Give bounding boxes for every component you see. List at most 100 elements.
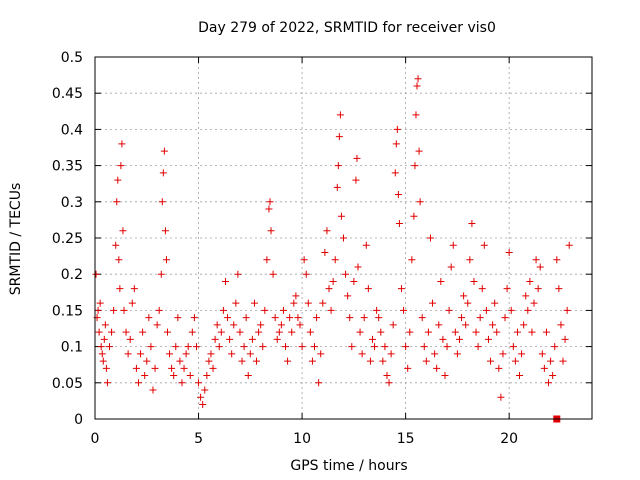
data-point — [449, 241, 457, 249]
data-point — [246, 350, 254, 358]
data-point — [557, 321, 565, 329]
data-point — [331, 256, 339, 264]
data-point — [184, 343, 192, 351]
data-point — [426, 234, 434, 242]
x-axis-label: GPS time / hours — [290, 458, 407, 474]
data-point — [248, 335, 256, 343]
data-point — [279, 306, 287, 314]
data-point — [255, 328, 263, 336]
data-point — [277, 321, 285, 329]
data-point — [468, 220, 476, 228]
data-point — [487, 357, 495, 365]
data-point — [141, 372, 149, 380]
data-point — [497, 393, 505, 401]
data-point — [408, 256, 416, 264]
data-point — [491, 299, 499, 307]
data-point — [130, 285, 138, 293]
data-point — [250, 299, 258, 307]
data-point — [373, 306, 381, 314]
data-point — [261, 306, 269, 314]
data-point — [168, 364, 176, 372]
data-point — [429, 299, 437, 307]
data-point — [453, 350, 461, 358]
data-point — [221, 277, 229, 285]
data-point — [342, 270, 350, 278]
data-point — [242, 314, 250, 322]
data-point — [377, 328, 385, 336]
data-point — [267, 227, 275, 235]
data-point — [266, 198, 274, 206]
data-point — [300, 256, 308, 264]
data-point — [321, 248, 329, 256]
data-point — [94, 306, 102, 314]
y-tick-label: 0.45 — [52, 86, 83, 102]
data-point — [344, 292, 352, 300]
data-point — [503, 285, 511, 293]
data-point — [482, 306, 490, 314]
data-point — [137, 350, 145, 358]
y-tick-label: 0.5 — [61, 50, 83, 66]
data-point — [155, 306, 163, 314]
data-point — [207, 350, 215, 358]
data-point — [460, 292, 468, 300]
data-point — [178, 379, 186, 387]
data-point — [306, 328, 314, 336]
data-point — [98, 350, 106, 358]
data-point — [143, 357, 151, 365]
data-point — [507, 306, 515, 314]
data-point — [458, 314, 466, 322]
data-point — [538, 350, 546, 358]
data-point — [418, 314, 426, 322]
data-point — [561, 335, 569, 343]
data-point — [110, 306, 118, 314]
data-point — [195, 379, 203, 387]
data-point — [232, 299, 240, 307]
y-tick-label: 0.3 — [61, 195, 83, 211]
data-point — [337, 212, 345, 220]
data-point — [358, 350, 366, 358]
data-point — [415, 147, 423, 155]
data-point — [333, 183, 341, 191]
data-point — [286, 314, 294, 322]
data-point — [182, 350, 190, 358]
data-point — [313, 314, 321, 322]
data-point — [353, 154, 361, 162]
data-point — [315, 379, 323, 387]
grid-lines — [95, 57, 592, 419]
data-point — [350, 277, 358, 285]
data-point — [327, 306, 335, 314]
data-point — [114, 176, 122, 184]
data-point — [464, 299, 472, 307]
data-point — [547, 357, 555, 365]
data-point — [219, 306, 227, 314]
data-point — [516, 372, 524, 380]
x-tick-label: 20 — [500, 431, 518, 447]
data-point — [522, 292, 530, 300]
data-point — [122, 328, 130, 336]
data-point — [263, 256, 271, 264]
data-point — [526, 277, 534, 285]
data-point — [115, 256, 123, 264]
data-point — [455, 335, 463, 343]
y-tick-label: 0 — [74, 412, 83, 428]
data-point — [292, 292, 300, 300]
data-point — [551, 343, 559, 351]
data-point — [230, 321, 238, 329]
data-point — [397, 285, 405, 293]
data-point — [132, 364, 140, 372]
data-point — [447, 263, 455, 271]
data-point — [348, 343, 356, 351]
data-point — [385, 379, 393, 387]
y-tick-label: 0.35 — [52, 159, 83, 175]
data-point — [474, 343, 482, 351]
data-point — [282, 343, 290, 351]
data-point — [302, 270, 310, 278]
data-point — [433, 364, 441, 372]
y-tick-label: 0.15 — [52, 303, 83, 319]
data-point — [99, 357, 107, 365]
data-point — [325, 285, 333, 293]
data-point — [186, 372, 194, 380]
data-point — [420, 343, 428, 351]
data-point — [395, 220, 403, 228]
